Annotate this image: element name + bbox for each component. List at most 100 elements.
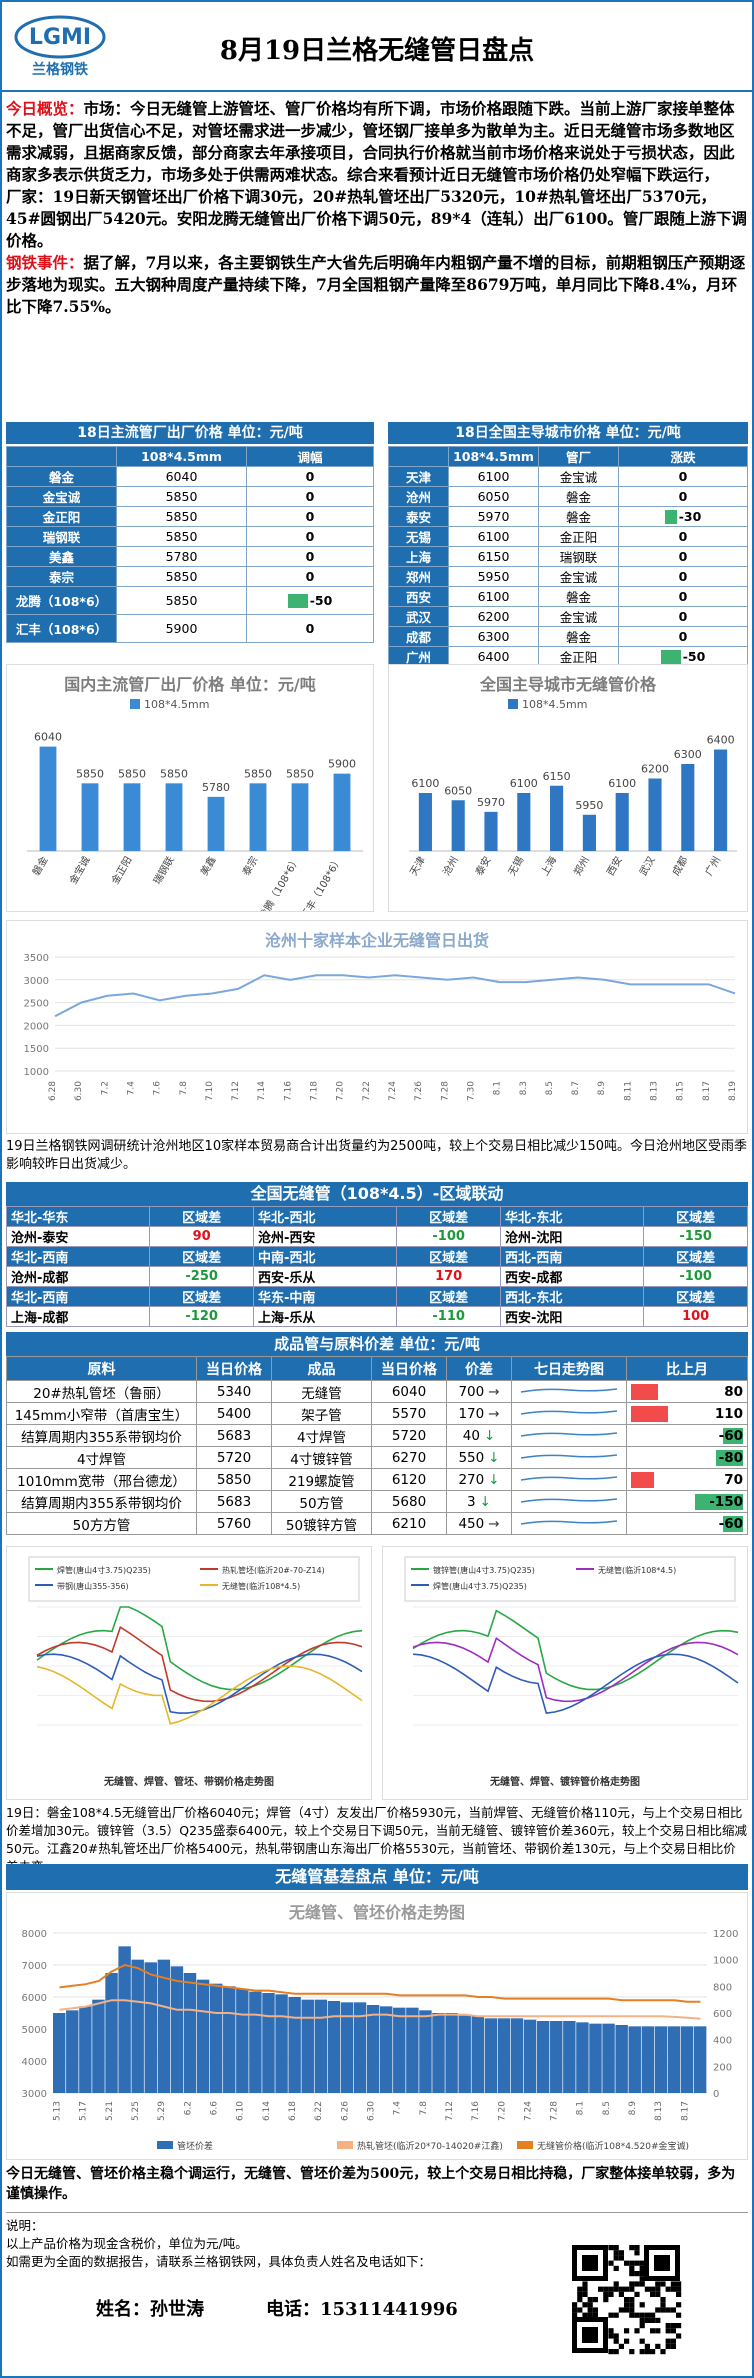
x-tick-label: 6.2: [183, 2101, 193, 2115]
qr-module: [676, 2333, 682, 2339]
legend-label: 镀锌管(唐山4寸3.75)Q235): [433, 1565, 535, 1575]
city-mill: 金宝诚: [538, 566, 619, 587]
spread-bar: [262, 1993, 275, 2093]
spread-bar: [693, 2026, 707, 2093]
city-price-chart: 全国主导城市无缝管价格 108*4.5mm 6100 天津 6050 沧州 5970 泰安 6…: [388, 664, 748, 912]
qr-module: [582, 2302, 588, 2308]
qr-module: [634, 2328, 640, 2334]
qr-module: [634, 2271, 640, 2277]
footer-line-1: 说明：: [6, 2218, 44, 2233]
month-change-bar: [723, 1428, 743, 1444]
category-label: 上海: [538, 854, 559, 878]
city-change: 0: [618, 546, 748, 567]
spread-bar: [380, 2006, 393, 2093]
month-change-value: -60: [718, 1515, 743, 1532]
city-name: 沧州: [388, 486, 449, 507]
city-mill: 磐金: [538, 626, 619, 647]
trend-arrow-icon: →: [488, 1383, 500, 1400]
price-line: [59, 1963, 701, 2003]
x-tick-label: 6.18: [288, 2101, 298, 2121]
bar-value-label: 5850: [76, 767, 104, 780]
legend-swatch: [157, 2141, 173, 2149]
city-col-1: 108*4.5mm: [448, 446, 539, 467]
spread-bar: [288, 1997, 301, 2093]
qr-module: [660, 2349, 666, 2355]
sparkline: [511, 1490, 627, 1513]
mill-col-2: 调幅: [246, 446, 374, 467]
raw-material: 145mm小窄带（首唐宝生）: [6, 1402, 197, 1425]
mill-change: 0: [246, 526, 374, 547]
bar: [582, 814, 596, 851]
mill-name: 金宝诚: [6, 486, 117, 507]
qr-module: [639, 2281, 645, 2287]
region-cell: 沧州-沈阳: [499, 1226, 645, 1247]
change-value: 0: [305, 549, 315, 564]
qr-module: [624, 2328, 630, 2334]
spread-bar: [157, 1959, 171, 2093]
qr-module: [634, 2281, 640, 2287]
spread-bar: [66, 2010, 79, 2093]
bar-value-label: 6200: [641, 763, 669, 776]
bar: [123, 783, 141, 851]
qr-module: [613, 2338, 619, 2344]
x-tick-label: 8.17: [702, 1081, 712, 1101]
city-row: 武汉 6200 金宝诚 0: [388, 606, 748, 627]
mill-price: 5850: [116, 506, 247, 527]
region-cell: 西安-乐从: [252, 1266, 398, 1287]
product: 4寸焊管: [271, 1424, 372, 1447]
city-name: 郑州: [388, 566, 449, 587]
qr-module: [644, 2349, 650, 2355]
bar: [249, 783, 267, 851]
cost-row: 1010mm宽带（邢台德龙） 5850 219螺旋管 6120 270 ↓ 70: [6, 1468, 748, 1491]
region-header-cell: 华东-中南: [252, 1286, 398, 1307]
city-mill: 金宝诚: [538, 606, 619, 627]
qr-module: [629, 2297, 635, 2303]
qr-module: [670, 2323, 676, 2329]
spread-bar: [79, 2006, 92, 2093]
y-tick-label: 3500: [24, 953, 49, 964]
trend-line: [412, 1653, 739, 1714]
month-change-value: 70: [724, 1471, 743, 1488]
city-change: 0: [618, 626, 748, 647]
qr-module: [665, 2328, 671, 2334]
trend-arrow-icon: ↓: [488, 1471, 500, 1488]
y-tick-label: 2000: [24, 1021, 49, 1032]
qr-module: [572, 2312, 578, 2318]
region-title: 全国无缝管（108*4.5）-区域联动: [6, 1182, 748, 1206]
right-trend-chart: 镀锌管(唐山4寸3.75)Q235) 无缝管(临沂108*4.5) 焊管(唐山4寸3…: [382, 1546, 748, 1800]
qr-module: [624, 2286, 630, 2292]
price-line: [59, 1999, 701, 2020]
category-label: 瑞钢联: [150, 854, 176, 886]
x-tick-label: 6.6: [210, 2101, 220, 2116]
raw-material: 1010mm宽带（邢台德龙）: [6, 1468, 197, 1491]
qr-module: [582, 2291, 588, 2297]
y-tick-label: 2500: [24, 999, 49, 1010]
qr-module: [665, 2286, 671, 2292]
city-change: 0: [618, 466, 748, 487]
basis-chart-svg: 8000700060005000400030001200100080060040…: [22, 1929, 739, 2152]
qr-module: [655, 2291, 661, 2297]
region-header-cell: 区域差: [643, 1286, 748, 1307]
qr-module: [644, 2286, 650, 2292]
spread-bar: [563, 2021, 576, 2093]
spread: 700 →: [446, 1380, 512, 1403]
spread-bar: [510, 2018, 524, 2093]
x-tick-label: 7.14: [257, 1081, 267, 1101]
qr-module: [613, 2281, 619, 2287]
cost-col-2: 成品: [271, 1356, 372, 1381]
legend-label: 108*4.5mm: [522, 698, 587, 711]
legend-box: [28, 1556, 360, 1602]
raw-price: 5683: [196, 1490, 272, 1513]
bar: [714, 749, 728, 851]
category-label: 汇丰（108*6）: [298, 854, 344, 911]
qr-module: [618, 2343, 624, 2349]
x-tick-label: 8.1: [493, 1081, 503, 1095]
x-tick-label: 8.9: [628, 2101, 638, 2116]
spread-value: 170: [458, 1405, 485, 1422]
qr-module: [676, 2302, 682, 2308]
city-row: 沧州 6050 磐金 0: [388, 486, 748, 507]
spread-bar: [170, 1966, 184, 2093]
sparkline-line: [520, 1453, 618, 1459]
bar: [615, 793, 629, 851]
left-trend-svg: 焊管(唐山4寸3.75)Q235) 热轧管坯(临沂20#-70-Z14) 带钢(唐山…: [28, 1556, 363, 1788]
